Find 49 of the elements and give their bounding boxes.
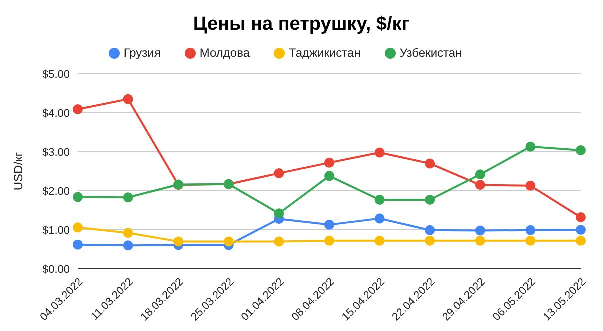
- y-tick-label: $0.00: [42, 264, 70, 276]
- y-axis-title: USD/кг: [11, 152, 26, 191]
- legend-label: Узбекистан: [400, 46, 462, 60]
- point: [324, 220, 334, 230]
- y-tick-label: $4.00: [42, 108, 70, 120]
- point: [123, 240, 134, 251]
- point: [374, 148, 385, 158]
- legend-label: Грузия: [124, 46, 161, 60]
- point: [123, 94, 134, 104]
- point: [324, 171, 334, 182]
- point: [576, 145, 586, 156]
- y-tick-label: $5.00: [42, 68, 70, 81]
- legend-label: Молдова: [200, 46, 250, 60]
- point: [475, 226, 486, 236]
- point: [425, 236, 436, 246]
- point: [576, 212, 586, 223]
- point: [374, 194, 385, 205]
- point: [324, 236, 334, 246]
- point: [274, 236, 284, 247]
- point: [324, 158, 334, 168]
- point: [123, 192, 134, 203]
- y-tick-label: $2.00: [42, 186, 70, 198]
- point: [274, 208, 284, 219]
- point: [425, 158, 436, 169]
- point: [425, 225, 436, 236]
- y-tick-label: $3.00: [42, 146, 70, 159]
- point: [73, 222, 83, 233]
- point: [576, 225, 586, 235]
- point: [274, 168, 284, 178]
- point: [425, 194, 436, 205]
- chart-title: Цены на петрушку, $/кг: [192, 13, 411, 37]
- point: [526, 142, 536, 152]
- point: [475, 236, 486, 246]
- point: [526, 180, 536, 191]
- point: [576, 236, 586, 246]
- point: [73, 104, 83, 114]
- point: [475, 180, 486, 190]
- point: [174, 236, 184, 247]
- point: [73, 192, 83, 202]
- point: [526, 236, 536, 246]
- point: [374, 236, 385, 246]
- point: [73, 240, 83, 250]
- y-tick-label: $1.00: [42, 224, 70, 237]
- point: [526, 225, 536, 236]
- point: [123, 228, 134, 238]
- point: [374, 214, 385, 224]
- point: [224, 236, 234, 247]
- legend-label: Таджикистан: [289, 46, 361, 60]
- point: [475, 170, 486, 180]
